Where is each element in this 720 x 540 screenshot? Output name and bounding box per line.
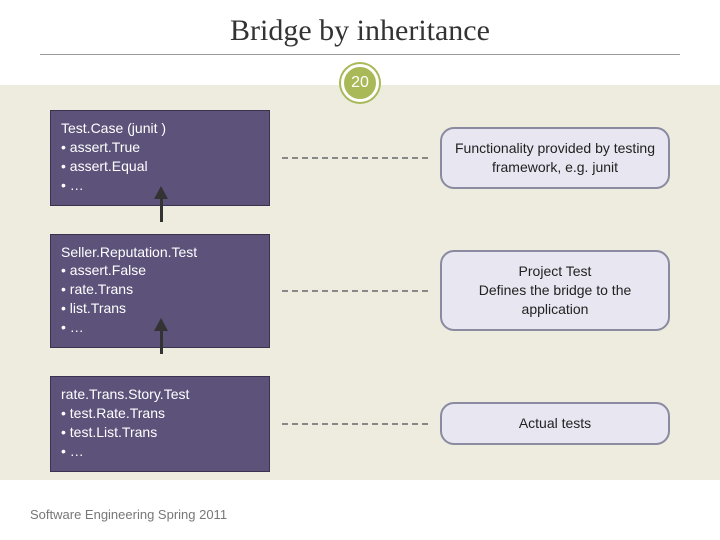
class-box-item: • assert.False xyxy=(61,261,259,280)
diagram-row: Seller.Reputation.Test• assert.False• ra… xyxy=(0,234,720,348)
slide-title: Bridge by inheritance xyxy=(0,0,720,48)
class-box-header: Seller.Reputation.Test xyxy=(61,243,259,262)
class-box-header: Test.Case (junit ) xyxy=(61,119,259,138)
class-box: rate.Trans.Story.Test• test.Rate.Trans• … xyxy=(50,376,270,472)
diagram-row: rate.Trans.Story.Test• test.Rate.Trans• … xyxy=(0,376,720,472)
class-box-header: rate.Trans.Story.Test xyxy=(61,385,259,404)
callout-box: Project TestDefines the bridge to the ap… xyxy=(440,250,670,331)
inheritance-arrow-stem xyxy=(160,198,163,222)
class-box-item: • assert.True xyxy=(61,138,259,157)
connector-line xyxy=(282,157,428,159)
connector-line xyxy=(282,423,428,425)
slide-number: 20 xyxy=(341,64,379,102)
title-underline xyxy=(40,54,680,55)
class-box-item: • assert.Equal xyxy=(61,157,259,176)
class-box-item: • … xyxy=(61,442,259,461)
slide-number-badge: 20 xyxy=(341,64,379,102)
diagram-content: Test.Case (junit )• assert.True• assert.… xyxy=(0,110,720,500)
class-box-item: • rate.Trans xyxy=(61,280,259,299)
connector-line xyxy=(282,290,428,292)
inheritance-arrow-head xyxy=(154,318,168,331)
callout-box: Actual tests xyxy=(440,402,670,445)
inheritance-arrow-stem xyxy=(160,330,163,354)
class-box-item: • list.Trans xyxy=(61,299,259,318)
slide-footer: Software Engineering Spring 2011 xyxy=(30,507,227,522)
inheritance-arrow-head xyxy=(154,186,168,199)
diagram-row: Test.Case (junit )• assert.True• assert.… xyxy=(0,110,720,206)
callout-box: Functionality provided by testing framew… xyxy=(440,127,670,189)
class-box-item: • test.List.Trans xyxy=(61,423,259,442)
class-box-item: • test.Rate.Trans xyxy=(61,404,259,423)
